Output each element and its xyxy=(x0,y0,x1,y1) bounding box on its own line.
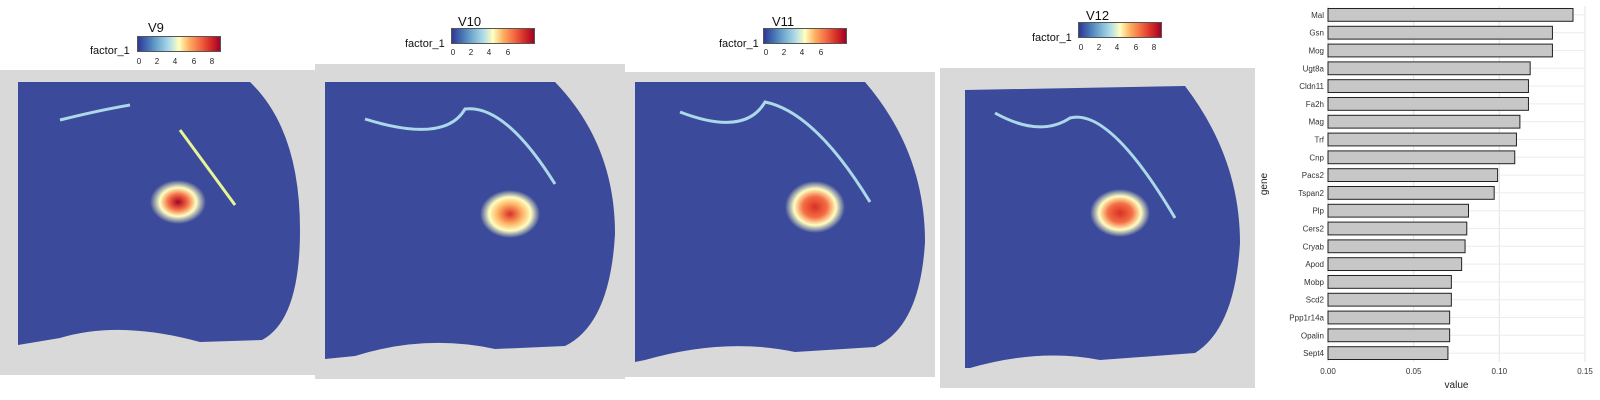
spatial-panel-v11: V11 factor_1 0 2 4 6 xyxy=(625,0,935,400)
colorbar-tick: 2 xyxy=(468,48,474,57)
bar xyxy=(1327,257,1463,272)
category-label: Gsn xyxy=(1309,29,1324,38)
legend-label: factor_1 xyxy=(90,45,130,57)
category-label: Cldn11 xyxy=(1299,82,1324,91)
category-label: Plp xyxy=(1312,207,1324,216)
spatial-panel-v9: V9 factor_1 0 2 4 6 8 xyxy=(0,0,315,400)
bar xyxy=(1327,168,1499,183)
spatial-panel-v12: V12 factor_1 0 2 4 6 8 xyxy=(940,0,1255,400)
colorbar-tick: 8 xyxy=(209,57,215,66)
bar xyxy=(1327,132,1517,147)
bar xyxy=(1327,221,1468,236)
panel-title: V12 xyxy=(1086,8,1110,23)
bar xyxy=(1327,96,1529,111)
bar xyxy=(1327,310,1451,325)
category-label: Tspan2 xyxy=(1298,189,1324,198)
category-label: Opalin xyxy=(1301,331,1324,340)
tissue-image xyxy=(940,68,1255,388)
panel-title: V9 xyxy=(148,20,164,35)
bar xyxy=(1327,43,1553,58)
category-label: Mal xyxy=(1311,11,1324,20)
colorbar-tick: 4 xyxy=(486,48,492,57)
panel-title: V10 xyxy=(458,14,482,29)
bar xyxy=(1327,346,1449,361)
tissue-image xyxy=(625,72,935,377)
bar xyxy=(1327,79,1529,94)
category-label: Fa2h xyxy=(1306,100,1324,109)
tissue-image xyxy=(0,70,315,375)
colorbar xyxy=(1078,22,1162,38)
colorbar-tick: 0 xyxy=(1078,43,1084,52)
category-label: Trf xyxy=(1315,136,1325,145)
colorbar-tick: 2 xyxy=(1096,43,1102,52)
category-label: Apod xyxy=(1305,260,1324,269)
colorbar-tick: 2 xyxy=(154,57,160,66)
y-axis-title: gene xyxy=(1259,172,1270,195)
panel-title: V11 xyxy=(772,14,795,29)
category-label: Scd2 xyxy=(1306,296,1325,305)
category-label: Cers2 xyxy=(1303,225,1325,234)
bar xyxy=(1327,328,1451,343)
colorbar-tick: 8 xyxy=(1151,43,1157,52)
tissue-image xyxy=(315,64,625,379)
colorbar-tick: 6 xyxy=(191,57,197,66)
bar xyxy=(1327,61,1531,76)
x-tick-label: 0.15 xyxy=(1577,367,1593,376)
category-label: Ugt8a xyxy=(1303,64,1325,73)
colorbar-tick: 6 xyxy=(1133,43,1139,52)
category-label: Mog xyxy=(1308,47,1324,56)
bar xyxy=(1327,239,1466,254)
spatial-panel-v10: V10 factor_1 0 2 4 6 xyxy=(315,0,625,400)
bar xyxy=(1327,114,1521,129)
bar xyxy=(1327,150,1516,165)
colorbar-tick: 4 xyxy=(799,48,805,57)
bar xyxy=(1327,185,1495,200)
category-label: Cryab xyxy=(1303,242,1325,251)
colorbar-tick: 0 xyxy=(450,48,456,57)
legend-label: factor_1 xyxy=(405,38,445,50)
category-label: Mag xyxy=(1308,118,1324,127)
category-label: Cnp xyxy=(1309,153,1324,162)
x-tick-label: 0.10 xyxy=(1492,367,1508,376)
bar xyxy=(1327,7,1574,22)
colorbar-tick: 0 xyxy=(763,48,769,57)
colorbar-tick: 0 xyxy=(136,57,142,66)
category-label: Pacs2 xyxy=(1302,171,1325,180)
colorbar-tick: 2 xyxy=(781,48,787,57)
colorbar-tick: 4 xyxy=(1114,43,1120,52)
bar xyxy=(1327,25,1553,40)
category-label: Sept4 xyxy=(1303,349,1324,358)
x-tick-label: 0.00 xyxy=(1320,367,1336,376)
x-tick-label: 0.05 xyxy=(1406,367,1422,376)
colorbar-tick: 4 xyxy=(172,57,178,66)
colorbar xyxy=(763,28,847,44)
bar xyxy=(1327,203,1469,218)
colorbar xyxy=(137,36,221,52)
colorbar xyxy=(451,28,535,44)
colorbar-tick: 6 xyxy=(818,48,824,57)
bar xyxy=(1327,292,1452,307)
gene-bar-chart: Mal Gsn Mog Ugt8a Cldn11 Fa2h Mag Trf Cnp Pacs2 Ts… xyxy=(1259,6,1593,391)
legend-label: factor_1 xyxy=(719,38,759,50)
colorbar-tick: 6 xyxy=(505,48,511,57)
x-axis-title: value xyxy=(1445,380,1469,391)
category-label: Mobp xyxy=(1304,278,1325,287)
bar xyxy=(1327,274,1452,289)
legend-label: factor_1 xyxy=(1032,32,1072,44)
category-label: Ppp1r14a xyxy=(1289,314,1324,323)
